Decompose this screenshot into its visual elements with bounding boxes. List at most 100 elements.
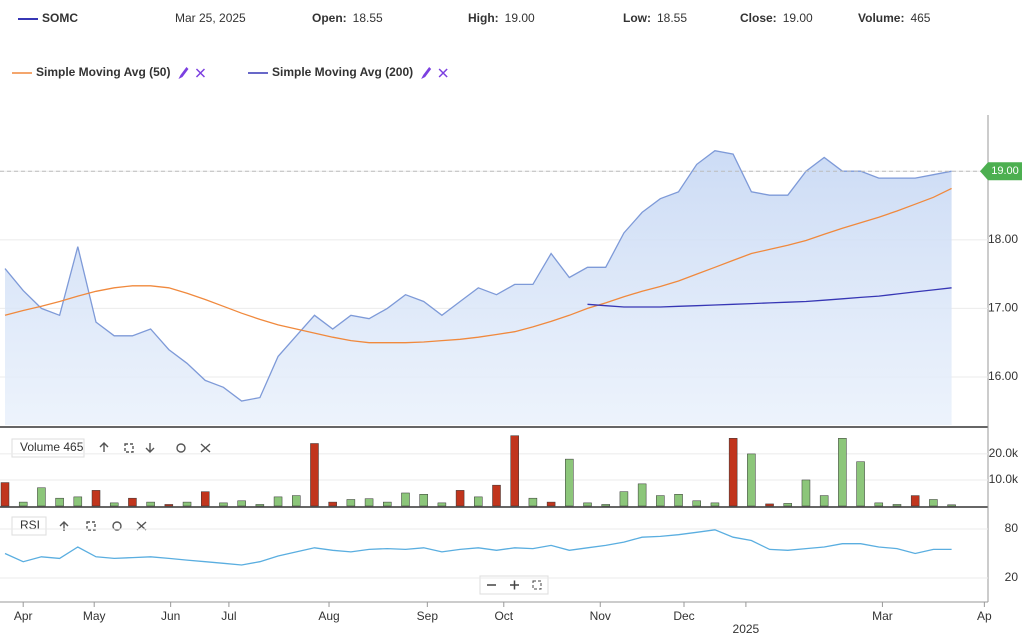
volume-bar bbox=[728, 438, 738, 507]
x-tick-label: Sep bbox=[417, 609, 439, 623]
legend-label: Simple Moving Avg (50) bbox=[36, 65, 170, 79]
volume-bar bbox=[801, 479, 811, 507]
x-tick-label: Mar bbox=[872, 609, 893, 623]
volume-panel-label: Volume 465 bbox=[20, 440, 84, 454]
volume-bar bbox=[619, 491, 629, 507]
volume-bar bbox=[601, 504, 610, 507]
year-label: 2025 bbox=[733, 622, 760, 636]
legend: Simple Moving Avg (50) Simple Moving Avg … bbox=[12, 65, 448, 79]
field-value: 19.00 bbox=[783, 11, 813, 25]
volume-bar bbox=[856, 461, 865, 507]
volume-bar bbox=[0, 482, 10, 507]
field-label: Open: bbox=[312, 11, 347, 25]
y-tick-label: 20.0k bbox=[989, 446, 1019, 460]
volume-bar bbox=[37, 487, 46, 507]
volume-bar bbox=[656, 495, 665, 507]
x-tick-label: Dec bbox=[673, 609, 694, 623]
volume-bar bbox=[692, 500, 701, 507]
volume-bar bbox=[474, 496, 483, 507]
rsi-panel-label: RSI bbox=[20, 518, 40, 532]
volume-bar bbox=[710, 502, 720, 507]
y-tick-label: 20 bbox=[1005, 570, 1019, 584]
volume-bar bbox=[874, 502, 884, 507]
x-tick-label: Jul bbox=[221, 609, 236, 623]
rsi-label-box bbox=[11, 516, 47, 536]
y-tick-label: 17.00 bbox=[988, 301, 1018, 315]
remove-icon[interactable] bbox=[195, 68, 205, 78]
volume-label-box bbox=[11, 438, 85, 458]
edit-icon[interactable] bbox=[178, 67, 189, 79]
volume-bar bbox=[18, 501, 28, 507]
volume-bar bbox=[910, 495, 920, 507]
volume-bar bbox=[510, 435, 519, 507]
field-label: Close: bbox=[740, 11, 777, 25]
volume-bar bbox=[146, 501, 155, 507]
volume-bar bbox=[546, 501, 556, 507]
panel-tools[interactable] bbox=[59, 442, 211, 531]
volume-bar bbox=[219, 502, 228, 507]
x-tick-label: Nov bbox=[590, 609, 611, 623]
ohlc-fields: Open: 18.55 High: 19.00 Low: 18.55 Close: 19.00… bbox=[312, 11, 931, 25]
field-label: Volume: bbox=[858, 11, 904, 25]
field-label: Low: bbox=[623, 11, 651, 25]
x-tick-label: Apr bbox=[14, 609, 33, 623]
y-tick-label: 18.00 bbox=[988, 232, 1018, 246]
series-line bbox=[4, 187, 952, 344]
field-value: 465 bbox=[910, 11, 930, 25]
volume-bar bbox=[200, 491, 210, 507]
volume-bar bbox=[637, 483, 647, 507]
last-price-label: 19.00 bbox=[991, 165, 1019, 177]
volume-bar bbox=[128, 497, 137, 507]
x-tick-label: Ap bbox=[977, 609, 992, 623]
volume-bar bbox=[237, 500, 246, 507]
volume-bar bbox=[838, 438, 847, 507]
volume-bar bbox=[310, 443, 319, 507]
series-line bbox=[4, 150, 952, 402]
x-tick-label: Aug bbox=[318, 609, 339, 623]
y-tick-label: 80 bbox=[1005, 521, 1019, 535]
volume-bar bbox=[583, 502, 592, 507]
series-line bbox=[587, 287, 952, 308]
volume-bar bbox=[73, 496, 83, 507]
volume-bar bbox=[383, 501, 392, 507]
volume-bar bbox=[273, 496, 283, 507]
x-tick-label: May bbox=[83, 609, 106, 623]
symbol: SOMC bbox=[42, 11, 78, 25]
volume-bar bbox=[892, 504, 902, 507]
field-value: 18.55 bbox=[657, 11, 687, 25]
volume-bar bbox=[455, 490, 465, 507]
y-tick-label: 16.00 bbox=[988, 369, 1018, 383]
volume-bar bbox=[765, 503, 774, 507]
x-tick-label: Oct bbox=[494, 609, 513, 623]
volume-bar bbox=[528, 497, 538, 507]
volume-bar bbox=[328, 501, 337, 507]
volume-bar bbox=[437, 502, 447, 507]
date: Mar 25, 2025 bbox=[175, 11, 246, 25]
x-tick-label: Jun bbox=[161, 609, 180, 623]
edit-icon[interactable] bbox=[421, 67, 432, 79]
volume-bar bbox=[364, 498, 374, 507]
volume-bar bbox=[565, 458, 574, 507]
volume-bar bbox=[947, 504, 956, 507]
volume-bar bbox=[91, 490, 101, 507]
volume-bar bbox=[255, 504, 265, 507]
volume-bar bbox=[164, 504, 174, 507]
field-value: 19.00 bbox=[505, 11, 535, 25]
legend-label: Simple Moving Avg (200) bbox=[272, 65, 413, 79]
field-label: High: bbox=[468, 11, 499, 25]
last-price-tag bbox=[980, 162, 1022, 181]
y-tick-label: 10.0k bbox=[989, 472, 1019, 486]
volume-bar bbox=[109, 502, 119, 507]
volume-bar bbox=[783, 503, 793, 507]
field-value: 18.55 bbox=[353, 11, 383, 25]
volume-bar bbox=[747, 453, 756, 507]
volume-bar bbox=[419, 494, 428, 507]
volume-bar bbox=[492, 484, 501, 507]
volume-bar bbox=[346, 499, 356, 507]
remove-icon[interactable] bbox=[438, 68, 448, 78]
volume-bar bbox=[182, 501, 192, 507]
zoom-controls[interactable] bbox=[479, 575, 549, 595]
volume-bar bbox=[674, 494, 683, 507]
rsi-line bbox=[4, 529, 952, 566]
